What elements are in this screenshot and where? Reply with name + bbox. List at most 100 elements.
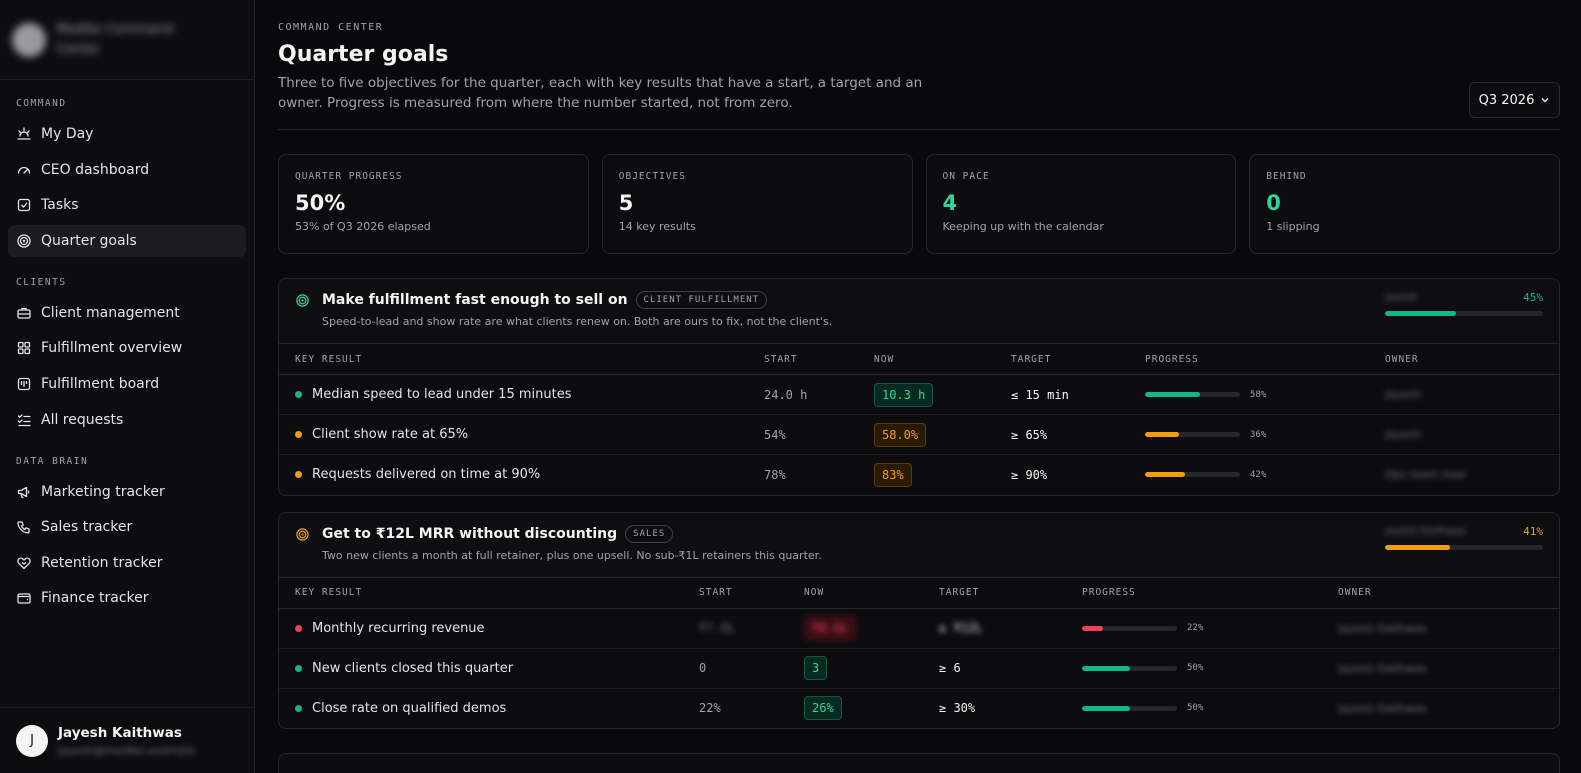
kr-progress-bar	[1082, 665, 1177, 671]
page-title: Quarter goals	[278, 42, 449, 67]
table-row[interactable]: Monthly recurring revenue ₹7.8L ₹8.6L ≥ …	[279, 608, 1559, 649]
table-row[interactable]: Close rate on qualified demos 22% 26% ≥ …	[279, 688, 1559, 728]
sidebar-item-tasks[interactable]: Tasks	[8, 189, 246, 221]
stat-value: 0	[1266, 191, 1281, 215]
objective-header[interactable]: Get to ₹12L MRR without discounting SALE…	[279, 512, 1559, 577]
stat-value: 4	[942, 191, 958, 215]
stat-label: QUARTER PROGRESS	[295, 171, 403, 182]
column-header: NOW	[874, 343, 1011, 375]
stat-subtext: 1 slipping	[1266, 220, 1320, 233]
column-header: OWNER	[1385, 343, 1559, 375]
sidebar-item-label: Fulfillment board	[41, 375, 160, 392]
sidebar-item-fulfillment-overview[interactable]: Fulfillment overview	[8, 332, 246, 364]
kr-now-badge: 3	[804, 656, 828, 680]
target-icon	[17, 234, 31, 248]
objective-card: Make fulfillment fast enough to sell on …	[278, 278, 1560, 496]
user-profile[interactable]: J Jayesh Kaithwas jayesh@mediko.example	[0, 707, 254, 773]
objective-header[interactable]: Make fulfillment fast enough to sell on …	[279, 279, 1559, 343]
kr-owner: Jayesh	[1385, 374, 1559, 415]
sidebar-item-client-management[interactable]: Client management	[8, 297, 246, 329]
objective-title: Get to ₹12L MRR without discounting	[322, 525, 618, 542]
kr-progress-pct: 58%	[1250, 389, 1267, 400]
kr-progress-pct: 22%	[1187, 623, 1204, 633]
sidebar-item-retention-tracker[interactable]: Retention tracker	[8, 547, 246, 579]
kr-target: ≥ 90%	[1011, 467, 1048, 482]
column-header: PROGRESS	[1082, 576, 1338, 609]
kr-start: ₹7.8L	[699, 608, 804, 649]
key-results-table: KEY RESULT START NOW TARGET PROGRESS OWNER Mo…	[279, 576, 1559, 729]
megaphone-icon	[17, 486, 30, 498]
sidebar-item-label: Retention tracker	[41, 554, 163, 571]
key-result-name: Close rate on qualified demos	[312, 700, 507, 716]
column-header: KEY RESULT	[279, 343, 764, 375]
objective-owner: Jayesh	[1385, 292, 1418, 303]
stat-label: OBJECTIVES	[618, 171, 686, 182]
sidebar-item-sales-tracker[interactable]: Sales tracker	[8, 511, 246, 543]
sidebar-item-my-day[interactable]: My Day	[8, 118, 246, 150]
objective-progress-pct: 45%	[1523, 291, 1543, 304]
briefcase-icon	[17, 307, 31, 319]
kr-start: 78%	[764, 467, 786, 482]
stat-card: ON PACE 4 Keeping up with the calendar	[925, 154, 1237, 254]
kr-progress-pct: 50%	[1187, 663, 1204, 673]
objective-card-partial[interactable]	[278, 753, 1560, 773]
target-icon	[296, 294, 309, 307]
sidebar-item-label: Tasks	[41, 197, 79, 214]
nav-heading: COMMAND	[16, 98, 67, 109]
table-row[interactable]: Requests delivered on time at 90% 78% 83…	[279, 455, 1559, 495]
sidebar: Mediko Command Center COMMAND My Day CEO…	[0, 0, 255, 773]
nav-heading: CLIENTS	[16, 276, 67, 288]
brand-name: Mediko Command Center	[56, 21, 174, 57]
sidebar-item-label: Fulfillment overview	[41, 340, 183, 357]
objective-tag: SALES	[625, 524, 674, 543]
kr-now-badge: ₹8.6L	[804, 616, 857, 640]
objective-progress: Jayesh Kaithwas 41%	[1385, 525, 1543, 550]
kr-now-badge: 83%	[874, 462, 912, 487]
stat-card: QUARTER PROGRESS 50% 53% of Q3 2026 elap…	[278, 154, 589, 254]
sidebar-item-marketing-tracker[interactable]: Marketing tracker	[8, 476, 246, 508]
table-row[interactable]: Client show rate at 65% 54% 58.0% ≥ 65% …	[279, 414, 1559, 455]
kr-progress-pct: 36%	[1250, 429, 1267, 440]
stat-subtext: 53% of Q3 2026 elapsed	[295, 220, 431, 233]
sidebar-item-label: CEO dashboard	[41, 161, 150, 178]
brand[interactable]: Mediko Command Center	[0, 0, 254, 80]
kr-progress-bar	[1145, 432, 1240, 437]
stat-subtext: Keeping up with the calendar	[942, 220, 1104, 233]
status-dot	[295, 431, 302, 438]
stat-value: 5	[618, 191, 634, 215]
key-result-name: Requests delivered on time at 90%	[312, 467, 541, 483]
kr-now-badge: 10.3 h	[874, 382, 934, 407]
sidebar-item-quarter-goals[interactable]: Quarter goals	[8, 224, 246, 257]
sidebar-item-label: Sales tracker	[41, 519, 133, 536]
objective-progress-bar	[1385, 311, 1543, 316]
kanban-icon	[17, 377, 31, 391]
kr-owner: Ops team lead	[1385, 468, 1466, 482]
sidebar-item-finance-tracker[interactable]: Finance tracker	[8, 582, 246, 614]
objective-card: Get to ₹12L MRR without discounting SALE…	[278, 511, 1560, 729]
column-header: KEY RESULT	[279, 576, 699, 609]
kr-now-badge: 58.0%	[874, 422, 927, 447]
status-dot	[295, 391, 302, 398]
sidebar-item-ceo-dashboard[interactable]: CEO dashboard	[8, 154, 246, 186]
column-header: TARGET	[1011, 343, 1145, 375]
check-square-icon	[17, 199, 31, 212]
sidebar-item-label: Marketing tracker	[41, 483, 165, 500]
sidebar-item-fulfillment-board[interactable]: Fulfillment board	[8, 368, 246, 400]
quarter-select[interactable]: Q3 2026	[1469, 82, 1560, 118]
stat-subtext: 14 key results	[618, 220, 696, 233]
table-row[interactable]: Median speed to lead under 15 minutes 24…	[279, 374, 1559, 415]
column-header: PROGRESS	[1145, 343, 1385, 375]
objective-description: Speed-to-lead and show rate are what cli…	[322, 315, 833, 328]
key-result-name: Monthly recurring revenue	[312, 620, 485, 636]
sidebar-item-label: All requests	[41, 411, 124, 428]
kr-progress-bar	[1082, 705, 1177, 711]
nav-section: DATA BRAIN Marketing tracker Sales track…	[0, 454, 254, 615]
brand-logo	[12, 22, 46, 57]
sidebar-item-all-requests[interactable]: All requests	[8, 404, 246, 436]
table-row[interactable]: New clients closed this quarter 0 3 ≥ 6 …	[279, 648, 1559, 689]
nav-section: COMMAND My Day CEO dashboard Tasks Quart…	[0, 96, 254, 257]
user-email: jayesh@mediko.example	[58, 743, 196, 757]
target-icon	[296, 527, 309, 541]
grid-icon	[17, 342, 31, 355]
